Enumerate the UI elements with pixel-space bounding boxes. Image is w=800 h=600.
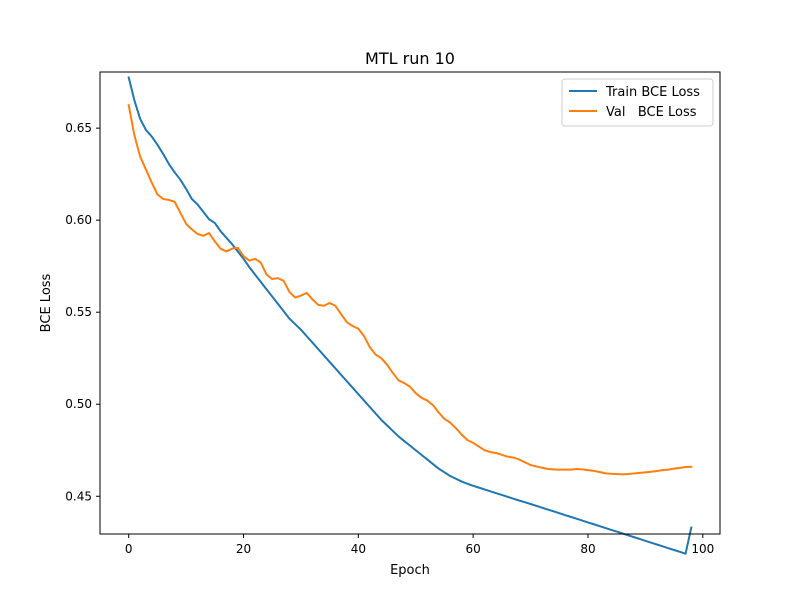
legend-label-val: Val BCE Loss xyxy=(606,105,697,120)
series-line-train xyxy=(127,76,693,555)
y-axis-ticks: 0.45 0.50 0.55 0.60 0.65 xyxy=(65,121,100,503)
x-tick-label: 40 xyxy=(351,542,366,556)
x-tick-label: 100 xyxy=(691,542,714,556)
plot-frame xyxy=(99,71,721,535)
x-tick-label: 80 xyxy=(580,542,595,556)
y-axis-label: BCE Loss xyxy=(39,273,54,332)
y-tick-label: 0.45 xyxy=(65,489,92,503)
series-layer xyxy=(127,76,693,555)
x-tick-label: 20 xyxy=(236,542,251,556)
legend-label-train: Train BCE Loss xyxy=(605,85,700,100)
x-tick-label: 60 xyxy=(466,542,481,556)
series-line-val xyxy=(127,103,693,476)
chart-title: MTL run 10 xyxy=(365,49,455,68)
y-tick-label: 0.55 xyxy=(65,305,92,319)
x-axis-label: Epoch xyxy=(390,563,430,578)
y-tick-label: 0.60 xyxy=(65,213,92,227)
legend-box xyxy=(561,78,714,127)
x-tick-label: 0 xyxy=(125,542,133,556)
x-axis-ticks: 0 20 40 60 80 100 xyxy=(125,534,714,556)
y-tick-label: 0.50 xyxy=(65,397,92,411)
legend: Train BCE Loss Val BCE Loss xyxy=(561,78,714,127)
y-tick-label: 0.65 xyxy=(65,121,92,135)
